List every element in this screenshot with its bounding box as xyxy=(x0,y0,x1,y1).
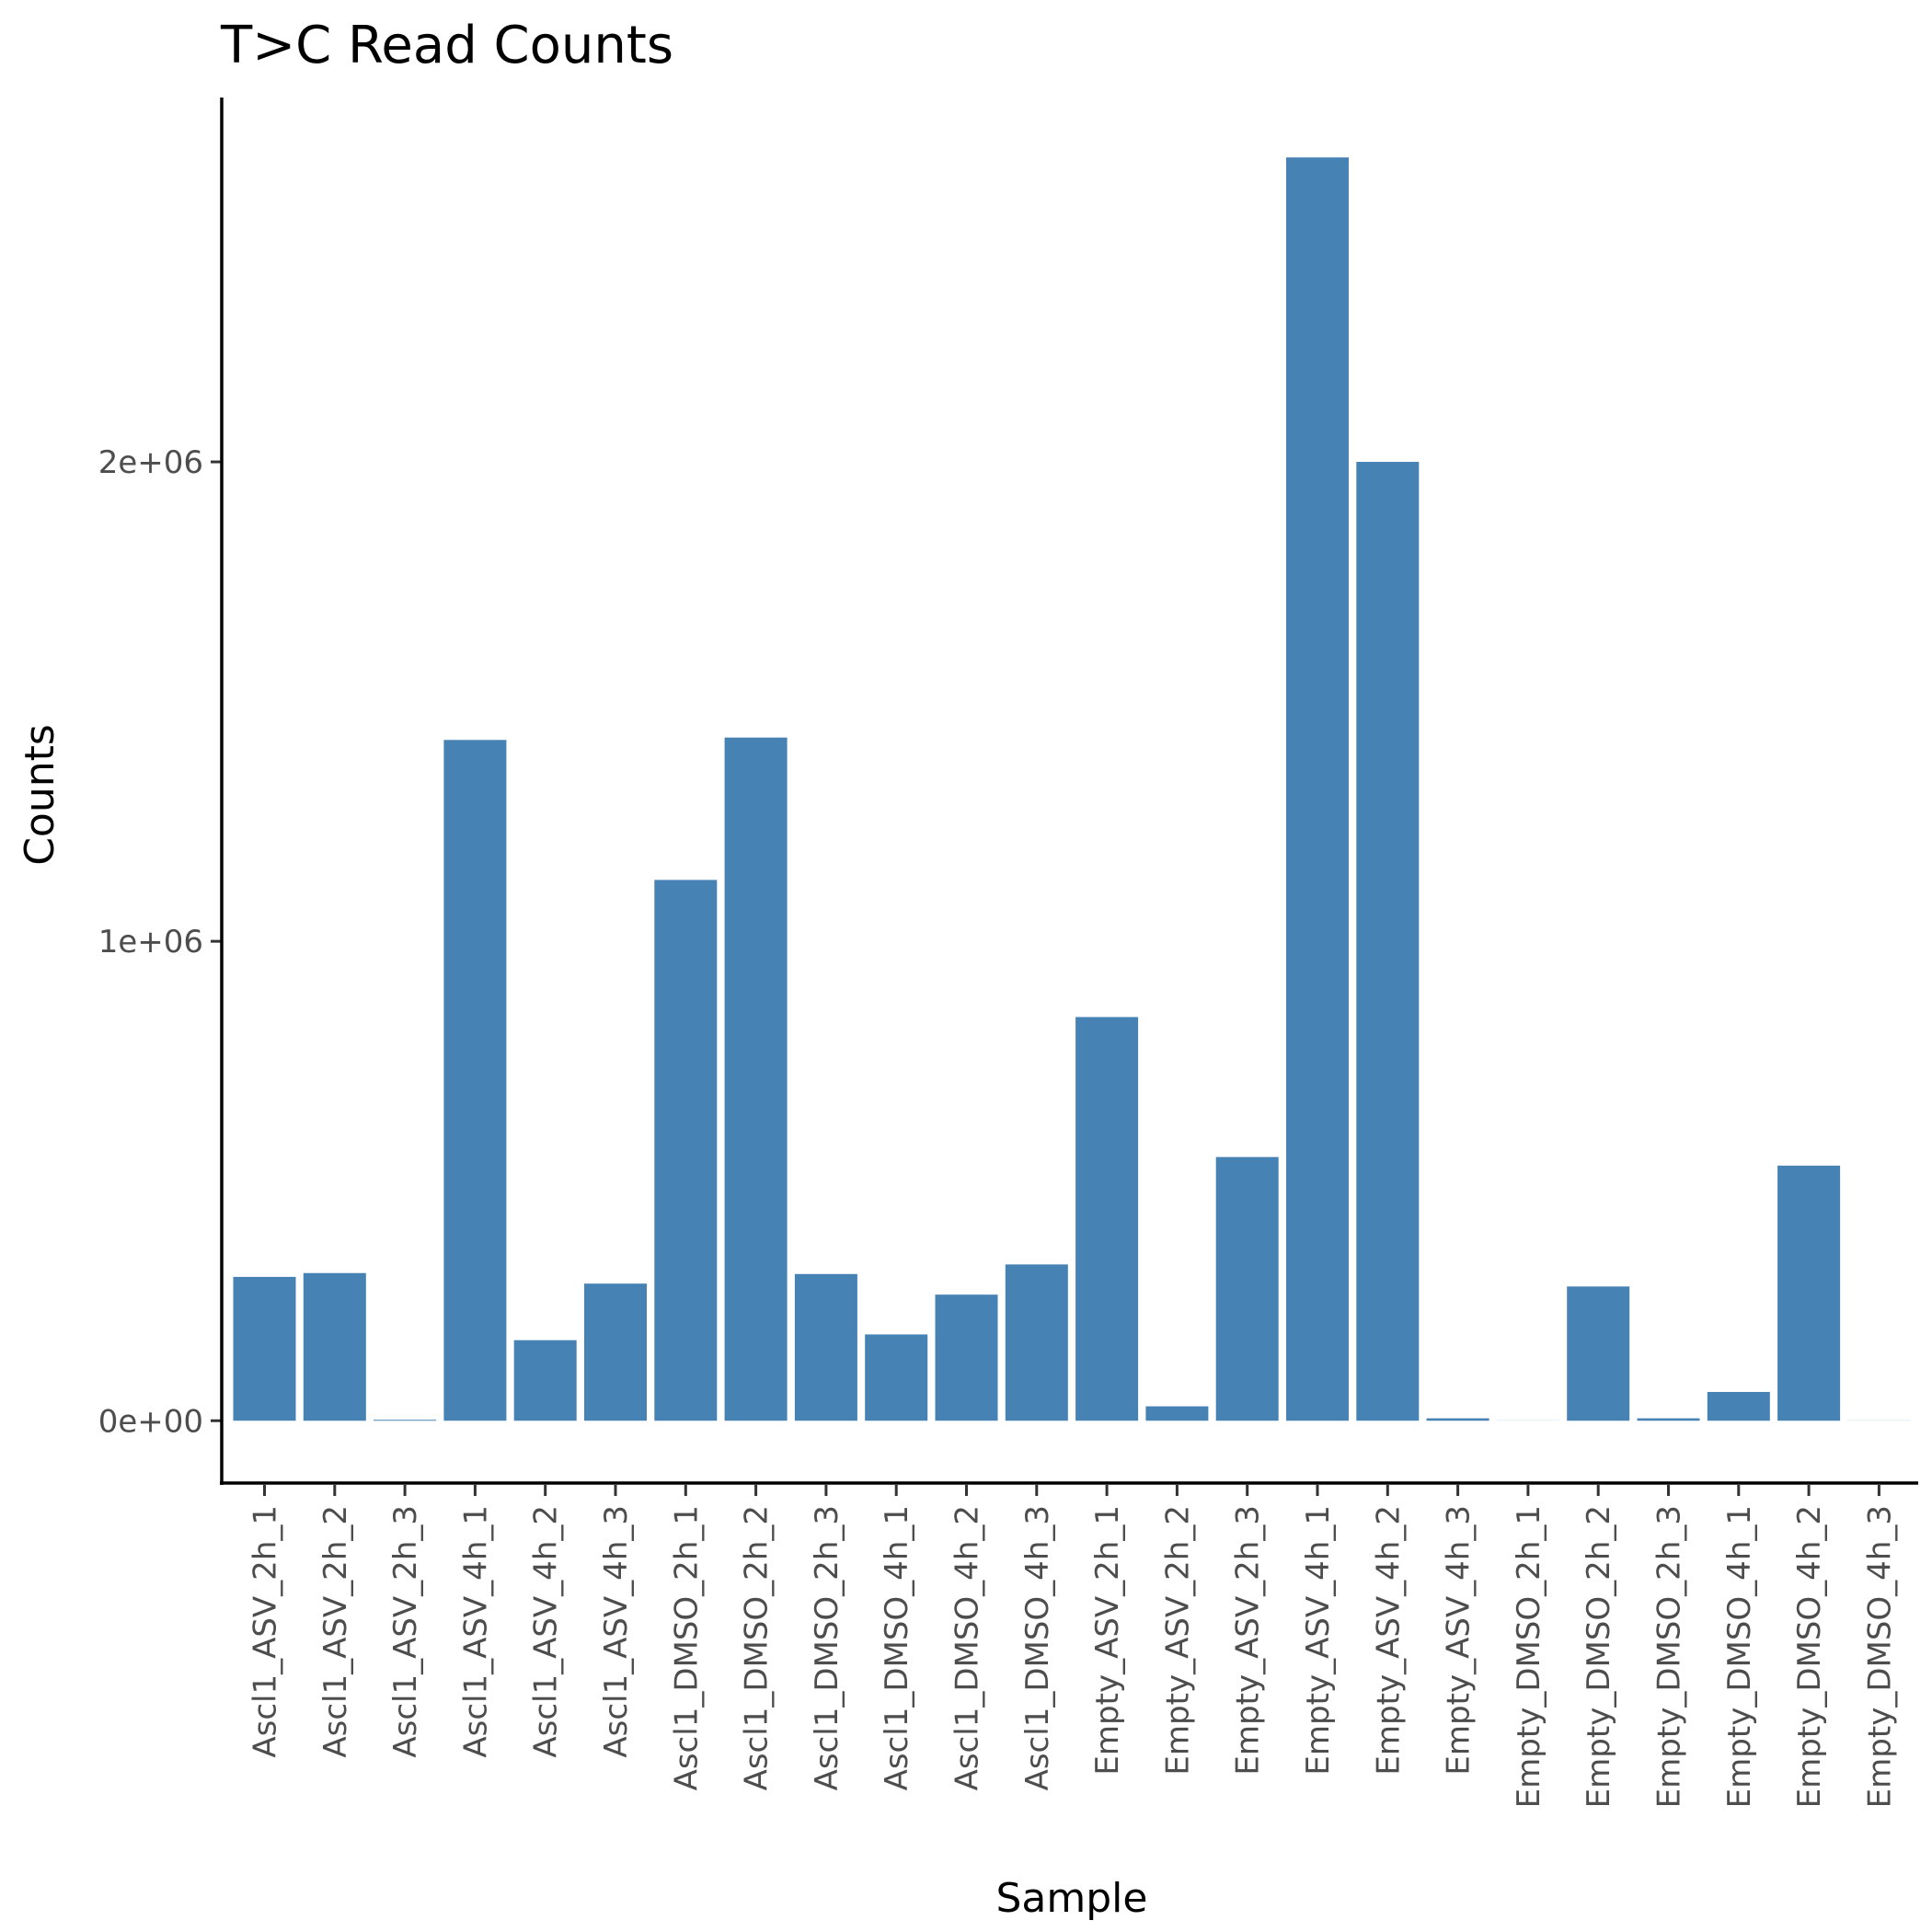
x-tick-label: Ascl1_DMSO_2h_3 xyxy=(809,1505,845,1790)
x-tick-label: Empty_DMSO_2h_2 xyxy=(1581,1505,1617,1808)
bar-Empty_ASV_2h_3 xyxy=(1215,1156,1279,1421)
bar-Empty_ASV_4h_1 xyxy=(1286,157,1349,1421)
bar-Empty_DMSO_2h_3 xyxy=(1637,1418,1700,1421)
bar-Ascl1_DMSO_4h_1 xyxy=(865,1334,928,1421)
x-tick-label: Ascl1_ASV_4h_3 xyxy=(598,1505,635,1758)
x-tick-label: Ascl1_DMSO_4h_2 xyxy=(949,1505,986,1790)
bar-Ascl1_DMSO_4h_3 xyxy=(1005,1264,1068,1421)
y-tick-label: 2e+06 xyxy=(98,444,203,481)
bar-Empty_ASV_2h_1 xyxy=(1075,1017,1139,1421)
x-tick-label: Empty_DMSO_2h_1 xyxy=(1511,1505,1547,1808)
bar-Ascl1_ASV_4h_3 xyxy=(584,1283,647,1421)
bar-Ascl1_DMSO_2h_1 xyxy=(654,880,718,1421)
x-tick-label: Ascl1_ASV_2h_2 xyxy=(317,1505,354,1758)
x-tick-label: Ascl1_DMSO_2h_2 xyxy=(739,1505,776,1790)
bar-Ascl1_ASV_2h_1 xyxy=(233,1276,296,1421)
bar-Empty_DMSO_4h_2 xyxy=(1777,1166,1841,1421)
x-tick-label: Ascl1_ASV_4h_1 xyxy=(457,1505,494,1758)
bar-Empty_ASV_2h_2 xyxy=(1145,1406,1209,1421)
y-axis-title: Counts xyxy=(17,724,63,866)
x-tick-label: Ascl1_DMSO_2h_1 xyxy=(668,1505,705,1790)
x-tick-label: Empty_DMSO_4h_1 xyxy=(1721,1505,1758,1808)
y-tick-label: 0e+00 xyxy=(98,1403,203,1440)
x-tick-label: Ascl1_ASV_2h_1 xyxy=(247,1505,284,1758)
x-tick-label: Empty_ASV_2h_1 xyxy=(1089,1505,1126,1776)
x-tick-label: Empty_ASV_2h_2 xyxy=(1159,1505,1196,1776)
bar-Ascl1_ASV_4h_1 xyxy=(443,740,507,1421)
x-tick-label: Empty_ASV_4h_1 xyxy=(1300,1505,1337,1776)
bar-Ascl1_ASV_4h_2 xyxy=(513,1340,577,1421)
x-tick-label: Ascl1_ASV_2h_3 xyxy=(387,1505,424,1758)
x-tick-label: Empty_ASV_4h_2 xyxy=(1370,1505,1407,1776)
x-tick-label: Ascl1_DMSO_4h_1 xyxy=(879,1505,915,1790)
x-tick-label: Ascl1_DMSO_4h_3 xyxy=(1019,1505,1056,1790)
bar-Ascl1_DMSO_2h_2 xyxy=(724,737,788,1421)
x-tick-label: Ascl1_ASV_4h_2 xyxy=(528,1505,565,1758)
x-tick-label: Empty_DMSO_4h_2 xyxy=(1791,1505,1828,1808)
bar-Ascl1_DMSO_4h_2 xyxy=(935,1294,998,1421)
x-tick-label: Empty_DMSO_4h_3 xyxy=(1861,1505,1898,1808)
x-tick-label: Empty_ASV_2h_3 xyxy=(1230,1505,1267,1776)
x-axis-ticks: Ascl1_ASV_2h_1 Ascl1_ASV_2h_2 Ascl1_ASV_2h… xyxy=(247,1485,1898,1808)
chart-title: T>C Read Counts xyxy=(220,16,673,75)
y-axis-ticks: 0e+00 1e+06 2e+06 xyxy=(98,444,222,1440)
y-tick-label: 1e+06 xyxy=(98,924,203,960)
bar-Empty_DMSO_2h_2 xyxy=(1567,1286,1630,1421)
x-tick-label: Empty_DMSO_2h_3 xyxy=(1651,1505,1688,1808)
bar-Ascl1_DMSO_2h_3 xyxy=(794,1273,857,1421)
bar-Empty_ASV_4h_2 xyxy=(1356,462,1420,1421)
bars-layer xyxy=(233,157,1911,1421)
x-tick-label: Empty_ASV_4h_3 xyxy=(1441,1505,1478,1776)
bar-Empty_ASV_4h_3 xyxy=(1426,1418,1489,1421)
bar-Ascl1_ASV_2h_2 xyxy=(303,1272,366,1421)
x-axis-title: Sample xyxy=(996,1875,1148,1922)
bar-Empty_DMSO_4h_1 xyxy=(1707,1391,1770,1421)
